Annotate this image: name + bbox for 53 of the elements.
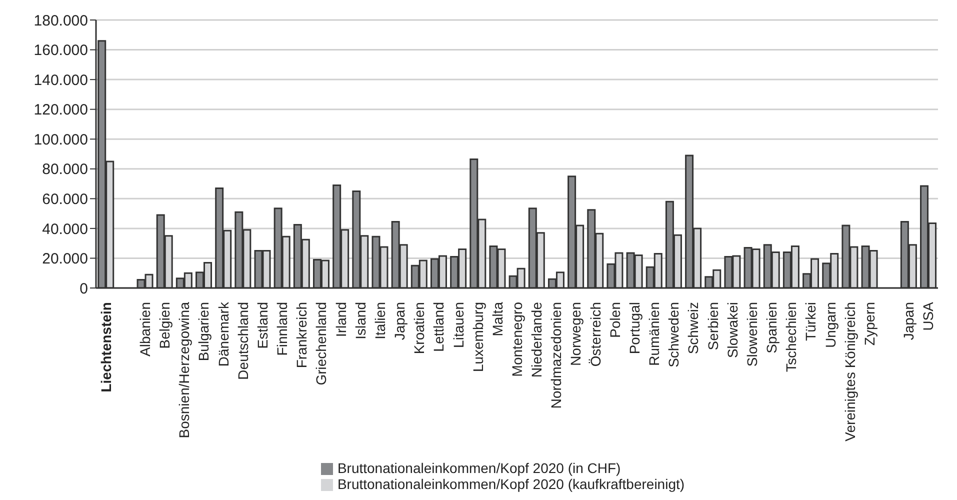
x-tick-label: Frankreich (294, 302, 310, 368)
y-tick-label: 20.000 (42, 250, 88, 268)
x-tick-label: Dänemark (215, 301, 232, 367)
x-tick-label: Montenegro (509, 302, 525, 377)
x-tick-label: Japan (900, 302, 917, 340)
x-tick-label: Finnland (274, 302, 290, 356)
x-tick-label: Slowakei (724, 302, 740, 358)
x-tick-label: Griechenland (313, 302, 330, 386)
x-tick-label: Bosnien/Herzegowina (176, 302, 192, 438)
y-tick-label: 0 (80, 280, 88, 298)
legend-label: Bruttonationaleinkommen/Kopf 2020 (kaufkraftbereinigt) (337, 476, 685, 492)
x-tick-label: Japan (392, 302, 408, 340)
x-tick-label: Polen (606, 302, 623, 338)
x-tick-label: Belgien (156, 302, 173, 349)
x-tick-label: Rumänien (646, 302, 662, 366)
x-tick-label: Deutschland (234, 302, 251, 380)
x-tick-label: Norwegen (568, 302, 584, 366)
x-tick-label: Niederlande (528, 302, 545, 378)
x-tick-label: Ungarn (822, 302, 838, 348)
x-tick-label: Bulgarien (196, 302, 212, 362)
x-tick-label: Albanien (136, 302, 153, 356)
y-tick-label: 80.000 (42, 161, 88, 178)
x-tick-label: Lettland (430, 302, 447, 352)
x-tick-label: Kroatien (411, 302, 428, 354)
y-tick-label: 100.000 (34, 131, 88, 148)
x-tick-label: Luxemburg (470, 302, 486, 372)
x-tick-label: Schweiz (685, 302, 702, 354)
y-tick-label: 140.000 (34, 72, 88, 89)
x-tick-label: Serbien (704, 302, 721, 350)
x-tick-label: Nordmazedonien (548, 302, 564, 409)
y-tick-label: 60.000 (42, 190, 88, 208)
x-tick-label: Liechtenstein (98, 302, 114, 392)
x-tick-label: Malta (489, 302, 506, 336)
x-tick-label: Italien (372, 302, 388, 340)
x-tick-label: Island (352, 302, 368, 340)
x-tick-label: Slowenien (744, 302, 760, 367)
x-tick-label: Türkei (802, 302, 819, 341)
y-tick-label: 40.000 (42, 220, 88, 238)
x-tick-label: Österreich (587, 302, 604, 367)
y-tick-label: 160.000 (34, 42, 88, 60)
x-tick-label: Schweden (666, 302, 682, 368)
y-tick-label: 180.000 (34, 12, 88, 30)
x-tick-label: Portugal (626, 302, 642, 354)
x-tick-label: Vereinigtes Königreich (842, 302, 858, 442)
x-tick-label: USA (920, 301, 936, 331)
x-tick-label: Estland (254, 302, 270, 349)
legend-label: Bruttonationaleinkommen/Kopf 2020 (in CHF) (337, 460, 621, 476)
x-tick-label: Irland (332, 302, 349, 338)
x-tick-label: Spanien (764, 302, 780, 354)
y-tick-label: 120.000 (34, 102, 88, 119)
x-tick-label: Litauen (450, 302, 466, 348)
x-tick-label: Tschechien (783, 302, 800, 372)
x-tick-label: Zypern (861, 302, 878, 346)
